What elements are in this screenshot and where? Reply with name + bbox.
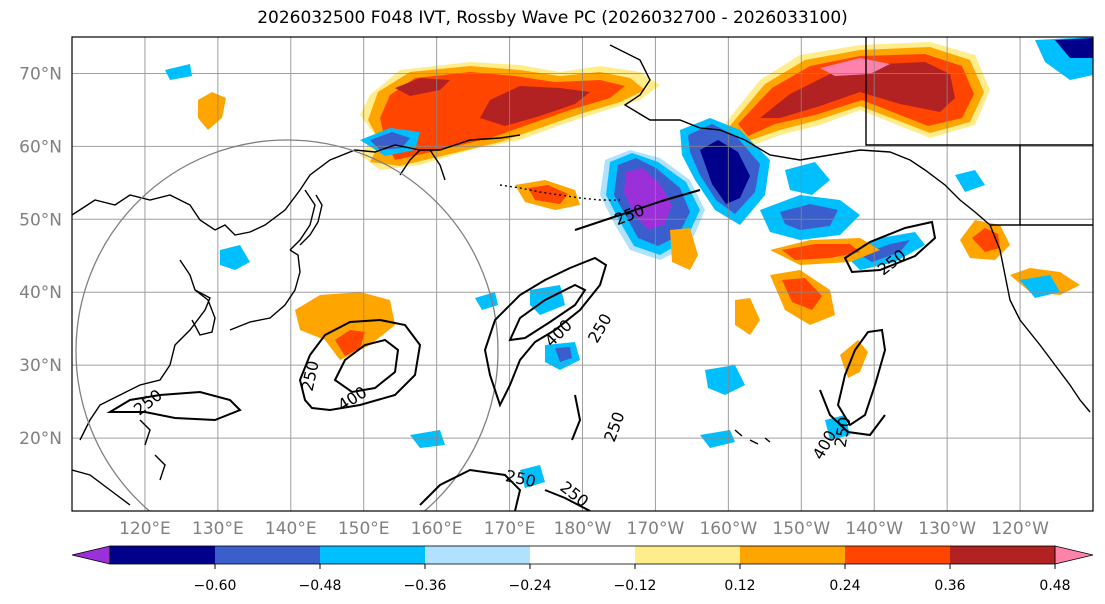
latitude-labels: 70°N 60°N 50°N 40°N 30°N 20°N <box>19 64 62 449</box>
ivt-contours <box>106 189 937 511</box>
ivt-neg-central-purple <box>624 168 672 230</box>
contour-250-mid <box>483 256 608 408</box>
ivt-neg-small-1 <box>220 245 250 270</box>
ivt-neg-small-5 <box>705 365 745 395</box>
coast-alaska <box>609 44 991 226</box>
lon-label: 150°E <box>338 519 390 539</box>
ivt-pos-mid-3 <box>670 228 698 270</box>
lat-label: 70°N <box>19 64 62 84</box>
ivt-pos-kuril-red <box>528 185 568 204</box>
ivt-pos-mid-4 <box>735 298 760 335</box>
colorbar-tick-label: 0.36 <box>934 578 965 594</box>
longitude-labels: 120°E 130°E 140°E 150°E 160°E 170°E 180°W 170°W… <box>119 519 1049 539</box>
colorbar-segment <box>845 546 950 564</box>
ivt-pos-mid-2-red <box>782 278 822 310</box>
ivt-neg-small-12 <box>955 170 985 192</box>
colorbar-segment <box>740 546 845 564</box>
lon-label: 140°E <box>265 519 317 539</box>
lon-label: 160°E <box>411 519 463 539</box>
ivt-neg-sw-dark <box>860 240 910 262</box>
colorbar-tick-label: −0.48 <box>299 578 342 594</box>
coast-korea <box>191 289 216 336</box>
contour-250-south3 <box>819 389 886 437</box>
lat-label: 30°N <box>19 356 62 376</box>
coast-hawaii <box>734 429 771 445</box>
ivt-neg-ne-blue <box>780 204 838 230</box>
colorbar-tick-label: −0.12 <box>614 578 657 594</box>
colorbar-segment <box>425 546 530 564</box>
lon-label: 130°E <box>192 519 244 539</box>
ivt-neg-far-ne-dark <box>1055 38 1093 58</box>
ivt-neg-small-9 <box>165 64 192 80</box>
map-border <box>71 36 1094 512</box>
ivt-neg-small-6 <box>700 430 735 448</box>
lon-label: 130°W <box>918 519 976 539</box>
lat-label: 20°N <box>19 429 62 449</box>
colorbar-segment <box>530 546 635 564</box>
lon-label: 180°W <box>554 519 612 539</box>
contour-400-south <box>836 328 887 427</box>
range-circle <box>75 139 499 511</box>
colorbar-tick-label: 0.12 <box>724 578 755 594</box>
colorbar: −0.60 −0.48 −0.36 −0.24 −0.12 0.12 0.24 0.36 0.4… <box>71 545 1094 594</box>
colorbar-segment <box>635 546 740 564</box>
ivt-neg-small-10 <box>825 415 850 440</box>
lon-label: 140°W <box>845 519 903 539</box>
contour-250-sw <box>106 390 242 422</box>
coastlines <box>72 37 1093 506</box>
ivt-pos-jp-red <box>335 330 365 356</box>
colorbar-tick-label: −0.36 <box>404 578 447 594</box>
contour-250-jp <box>298 318 422 412</box>
contour-250-mid2 <box>571 394 582 441</box>
contour-400-mid <box>508 283 587 342</box>
ivt-band-alaska-pink <box>820 58 890 76</box>
ivt-pos-nw-small <box>198 92 226 130</box>
colorbar-segment <box>950 546 1055 564</box>
colorbar-tick-label: −0.24 <box>509 578 552 594</box>
colorbar-tick-label: −0.60 <box>194 578 237 594</box>
border-canada <box>865 37 1093 226</box>
coast-asia <box>72 134 521 506</box>
colorbar-tick-label: 0.48 <box>1039 578 1070 594</box>
colorbar-outline <box>109 545 1056 565</box>
ivt-neg-small-4-blue <box>555 347 572 362</box>
colorbar-tick-label: 0.24 <box>829 578 860 594</box>
ivt-neg-nne <box>785 162 830 195</box>
ivt-shading <box>165 37 1093 488</box>
colorbar-extend-low <box>71 545 111 565</box>
coast-aleutians <box>499 184 620 201</box>
contour-250-ne <box>843 220 937 274</box>
lon-label: 170°E <box>484 519 536 539</box>
lat-label: 60°N <box>19 137 62 157</box>
map-title: 2026032500 F048 IVT, Rossby Wave PC (202… <box>257 8 848 28</box>
lon-label: 170°W <box>627 519 685 539</box>
lon-label: 150°W <box>772 519 830 539</box>
lon-label: 160°W <box>699 519 757 539</box>
lon-label: 120°E <box>119 519 171 539</box>
ivt-neg-east-dark <box>700 140 750 204</box>
ivt-neg-small-11 <box>520 465 545 488</box>
colorbar-segment <box>110 546 215 564</box>
lat-label: 40°N <box>19 283 62 303</box>
ivt-neg-small-2 <box>475 292 498 310</box>
contour-250-south2 <box>544 489 591 511</box>
coast-kamchatka <box>399 149 446 181</box>
colorbar-segment <box>215 546 320 564</box>
lon-label: 120°W <box>991 519 1049 539</box>
contour-250-south <box>419 468 522 511</box>
colorbar-extend-high <box>1054 545 1094 565</box>
coast-na-west <box>989 224 1091 413</box>
colorbar-segment <box>320 546 425 564</box>
contour-250-aleutian <box>574 189 701 231</box>
coast-islands-sw <box>139 419 166 481</box>
ivt-band-alaska-dark <box>760 62 955 118</box>
lat-label: 50°N <box>19 210 62 230</box>
ivt-band-north-west-dark <box>480 86 590 126</box>
contour-400-jp <box>333 338 400 394</box>
coast-japan <box>229 194 323 331</box>
